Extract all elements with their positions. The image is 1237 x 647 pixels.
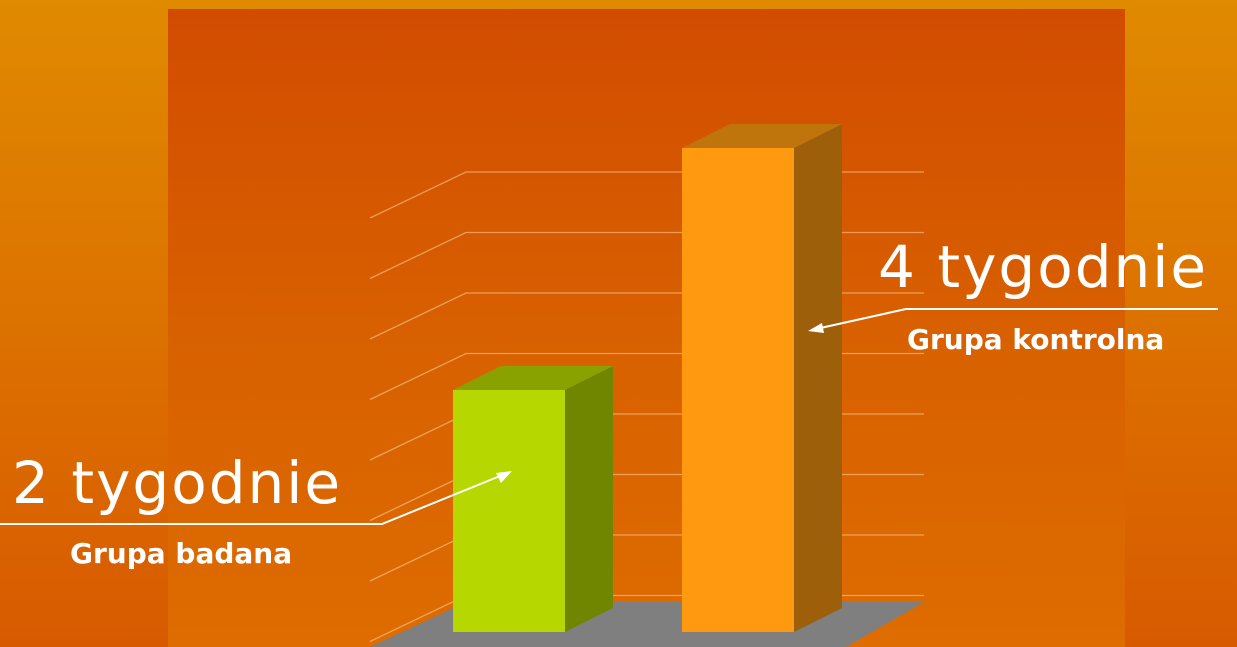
annotation-line-grupa-kontrolna (815, 308, 1218, 330)
bar-front (453, 390, 565, 632)
chart-panel (168, 9, 1125, 647)
bar-label-grupa-kontrolna-duration: 4 tygodnie (878, 233, 1209, 301)
annotation-arrow (808, 323, 824, 333)
bar-category-grupa-kontrolna: Grupa kontrolna (907, 323, 1165, 356)
bar-top (682, 124, 842, 148)
bar-category-grupa-badana: Grupa badana (70, 537, 293, 570)
bar-side (794, 124, 842, 632)
annotation-arrow (496, 471, 512, 483)
bar-label-grupa-badana-duration: 2 tygodnie (12, 449, 343, 517)
bar-top (453, 366, 613, 390)
annotation-line-grupa-badana (0, 473, 506, 525)
bar-side (565, 366, 613, 632)
bar-front (682, 148, 794, 632)
